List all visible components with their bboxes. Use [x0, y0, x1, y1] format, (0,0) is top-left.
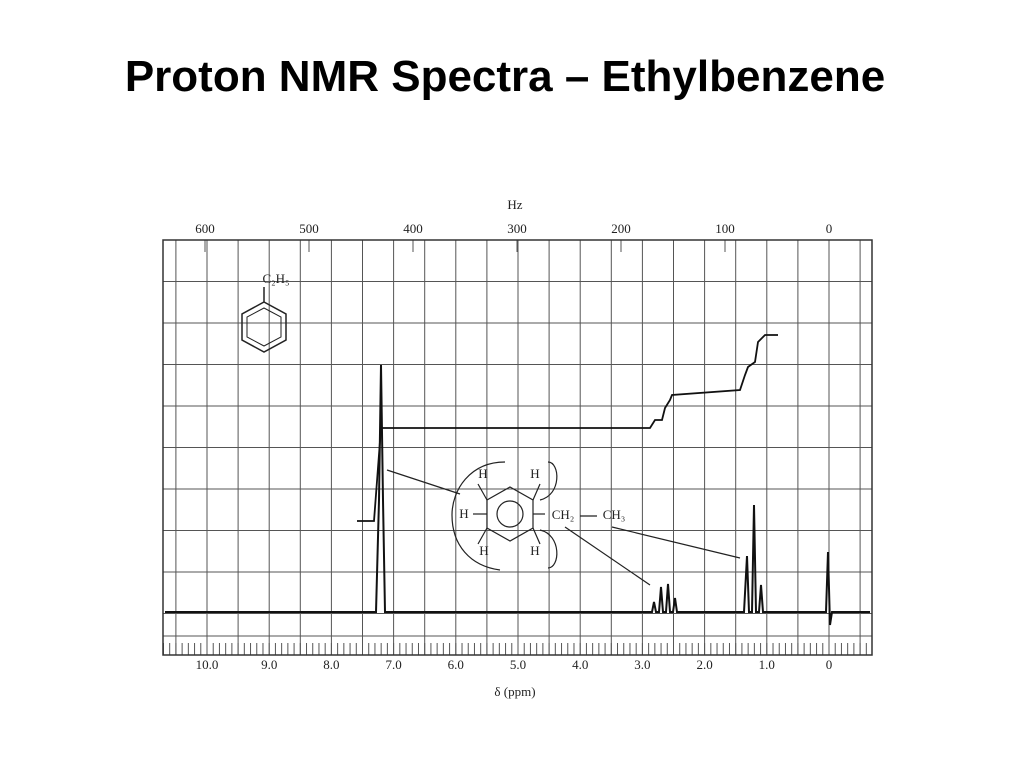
bottom-tick-label: 6.0 [448, 657, 464, 672]
h-label: H [530, 543, 539, 558]
structure-label: C₂H₅ [262, 271, 289, 286]
bottom-tick-label: 7.0 [385, 657, 401, 672]
ch2-label: CH₂ [552, 507, 575, 522]
bottom-tick-label: 9.0 [261, 657, 277, 672]
h-label: H [479, 543, 488, 558]
top-tick-label: 500 [299, 221, 319, 236]
slide-title: Proton NMR Spectra – Ethylbenzene [124, 52, 886, 101]
grid [162, 240, 872, 655]
bottom-tick-label: 0 [826, 657, 833, 672]
molecule [386, 461, 741, 586]
bottom-tick-label: 4.0 [572, 657, 588, 672]
bottom-tick-label: 3.0 [634, 657, 650, 672]
top-tick-label: 300 [507, 221, 527, 236]
h-label: H [530, 466, 539, 481]
top-tick-label: 0 [826, 221, 833, 236]
top-tick-label: 200 [611, 221, 631, 236]
bottom-axis-label: δ (ppm) [494, 684, 535, 699]
top-tick-label: 100 [715, 221, 735, 236]
bottom-tick-label: 8.0 [323, 657, 339, 672]
bottom-tick-label: 2.0 [696, 657, 712, 672]
integral-trace [357, 334, 778, 522]
bottom-tick-label: 5.0 [510, 657, 526, 672]
spectrum [165, 364, 870, 626]
h-label: H [478, 466, 487, 481]
bottom-tick-label: 10.0 [196, 657, 219, 672]
h-label: H [459, 506, 468, 521]
plot-frame [162, 239, 873, 656]
top-tick-label: 400 [403, 221, 423, 236]
structure-icon [241, 287, 287, 353]
ch3-label: CH₃ [603, 507, 626, 522]
top-axis-label: Hz [507, 197, 522, 212]
top-tick-label: 600 [195, 221, 215, 236]
bottom-tick-label: 1.0 [759, 657, 775, 672]
